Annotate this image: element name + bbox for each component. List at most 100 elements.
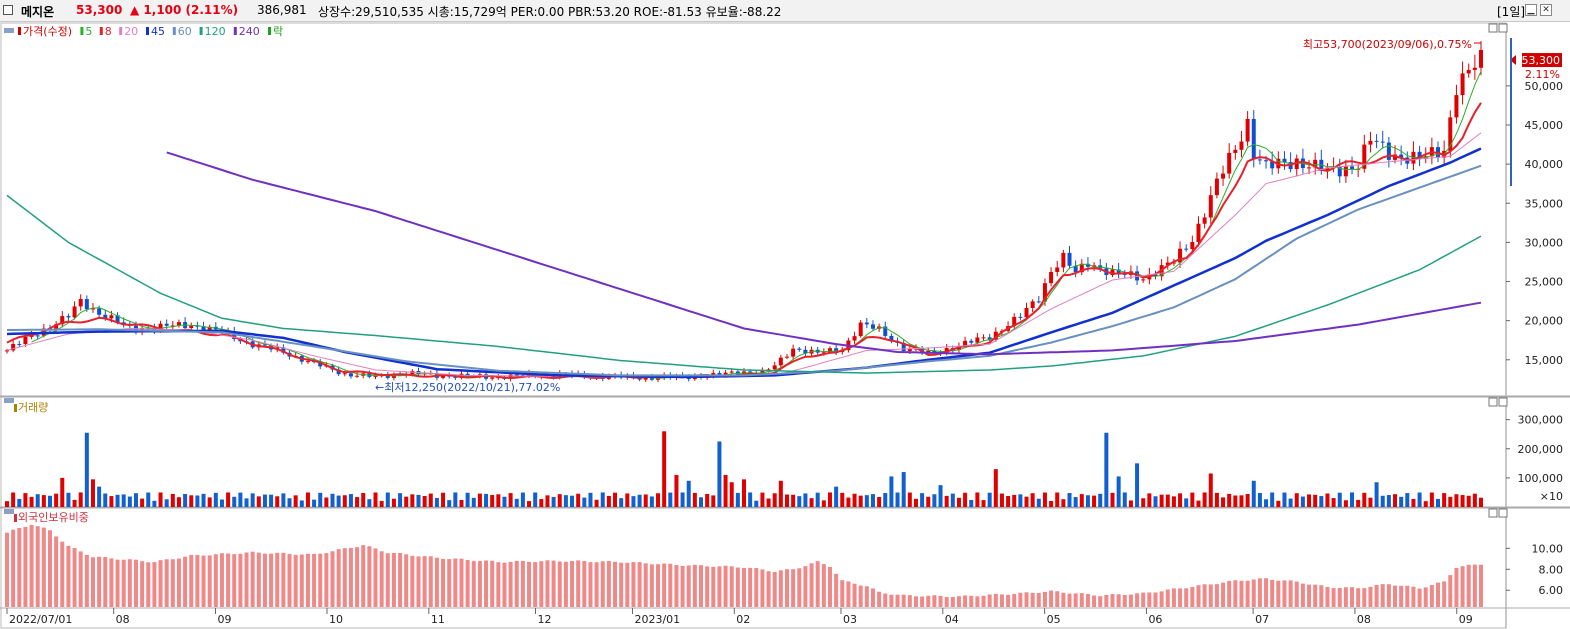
- foreign-bar: [385, 553, 390, 607]
- ma5-line: [31, 70, 1482, 379]
- volume-bar: [625, 493, 630, 507]
- date-tick-label: 05: [1047, 613, 1061, 626]
- foreign-bar: [1085, 594, 1090, 607]
- candle-body: [342, 373, 347, 375]
- foreign-bar: [895, 594, 900, 607]
- volume-bar: [1313, 494, 1318, 507]
- volume-bar: [447, 500, 452, 507]
- volume-bar: [72, 499, 77, 507]
- foreign-bar: [465, 559, 470, 607]
- candle-body: [189, 325, 194, 328]
- volume-bar: [477, 493, 482, 507]
- foreign-bar: [1257, 578, 1262, 607]
- volume-bar: [441, 492, 446, 507]
- foreign-panel-marker: [4, 509, 14, 514]
- foreign-bar: [1214, 584, 1219, 607]
- volume-bar: [766, 498, 771, 507]
- date-tick-label: 2022/07/01: [9, 613, 72, 626]
- candle-body: [1257, 159, 1262, 161]
- candle-body: [1178, 248, 1183, 263]
- volume-bar: [11, 492, 16, 507]
- close-icon[interactable]: ✕: [1540, 4, 1552, 16]
- volume-bar: [1300, 496, 1305, 507]
- foreign-bar: [963, 595, 968, 607]
- candle-body: [870, 324, 875, 329]
- foreign-bar: [889, 594, 894, 607]
- volume-bar: [637, 494, 642, 507]
- foreign-bar: [1337, 588, 1342, 607]
- legend-item: 60: [178, 25, 192, 38]
- candle-body: [791, 348, 796, 357]
- volume-bar: [1307, 494, 1312, 507]
- foreign-bar: [760, 569, 765, 607]
- volume-bar: [1184, 498, 1189, 507]
- candle-body: [1042, 283, 1047, 302]
- candle-body: [115, 315, 120, 323]
- volume-bar: [1356, 499, 1361, 507]
- foreign-bar: [1122, 594, 1127, 607]
- volume-bar: [47, 495, 52, 507]
- volume-bar: [121, 494, 126, 507]
- legend-swatch: [233, 27, 237, 35]
- volume-bar: [846, 497, 851, 507]
- volume-bar: [1374, 482, 1379, 507]
- volume-bar: [1454, 494, 1459, 507]
- volume-bar: [1196, 500, 1201, 507]
- volume-bar: [987, 492, 992, 507]
- candle-body: [5, 350, 9, 352]
- volume-bar: [1104, 432, 1109, 507]
- foreign-bars: [5, 524, 1483, 607]
- volume-bar: [1055, 492, 1060, 507]
- high-annotation: 최고53,700(2023/09/06),0.75%: [1303, 38, 1472, 51]
- volume-bar: [613, 492, 618, 507]
- volume-unit-label: ×10: [1540, 490, 1563, 503]
- foreign-bar: [907, 595, 912, 607]
- volume-bar: [1386, 495, 1391, 507]
- candle-body: [932, 350, 937, 353]
- foreign-bar: [164, 559, 169, 607]
- foreign-bar: [1153, 592, 1158, 607]
- volume-bar: [1405, 493, 1410, 507]
- candle-body: [201, 326, 206, 332]
- checkbox-icon[interactable]: [3, 5, 13, 15]
- foreign-bar: [705, 566, 710, 607]
- foreign-bar: [1460, 566, 1465, 607]
- volume-bar: [1079, 494, 1084, 507]
- foreign-bar: [293, 554, 298, 607]
- foreign-bar: [1300, 583, 1305, 607]
- foreign-bar: [1479, 564, 1483, 607]
- volume-bar: [1165, 494, 1170, 507]
- candle-body: [176, 322, 181, 326]
- period-label[interactable]: [1일]: [1497, 5, 1526, 19]
- volume-bar: [686, 480, 691, 507]
- foreign-bar: [748, 567, 753, 607]
- candle-body: [121, 322, 126, 324]
- candle-body: [1061, 252, 1066, 268]
- candle-body: [1472, 67, 1477, 70]
- volume-bar: [883, 493, 888, 507]
- foreign-bar: [1104, 594, 1109, 607]
- candle-body: [803, 349, 808, 354]
- volume-bar: [336, 495, 341, 507]
- foreign-bar: [619, 562, 624, 607]
- candle-body: [17, 343, 22, 345]
- volume-bar: [1110, 492, 1115, 507]
- foreign-bar: [913, 596, 918, 607]
- volume-bar: [1368, 497, 1373, 507]
- last-price-label: 53,300: [1522, 54, 1561, 67]
- volume-bar: [981, 500, 986, 507]
- foreign-bar: [146, 562, 151, 607]
- volume-bar: [176, 497, 181, 507]
- foreign-tick-label: 8.00: [1539, 563, 1564, 576]
- foreign-bar: [447, 559, 452, 607]
- candle-body: [864, 322, 869, 325]
- volume-bar: [551, 496, 556, 507]
- low-annotation: ←최저12,250(2022/10/21),77.02%: [375, 381, 560, 394]
- candle-body: [348, 373, 353, 377]
- volume-bar: [570, 495, 575, 507]
- foreign-bar: [5, 532, 9, 607]
- foreign-bar: [1098, 596, 1103, 607]
- candle-body: [1092, 265, 1097, 267]
- volume-bar: [183, 493, 188, 507]
- minimize-icon[interactable]: ▁: [1525, 4, 1537, 16]
